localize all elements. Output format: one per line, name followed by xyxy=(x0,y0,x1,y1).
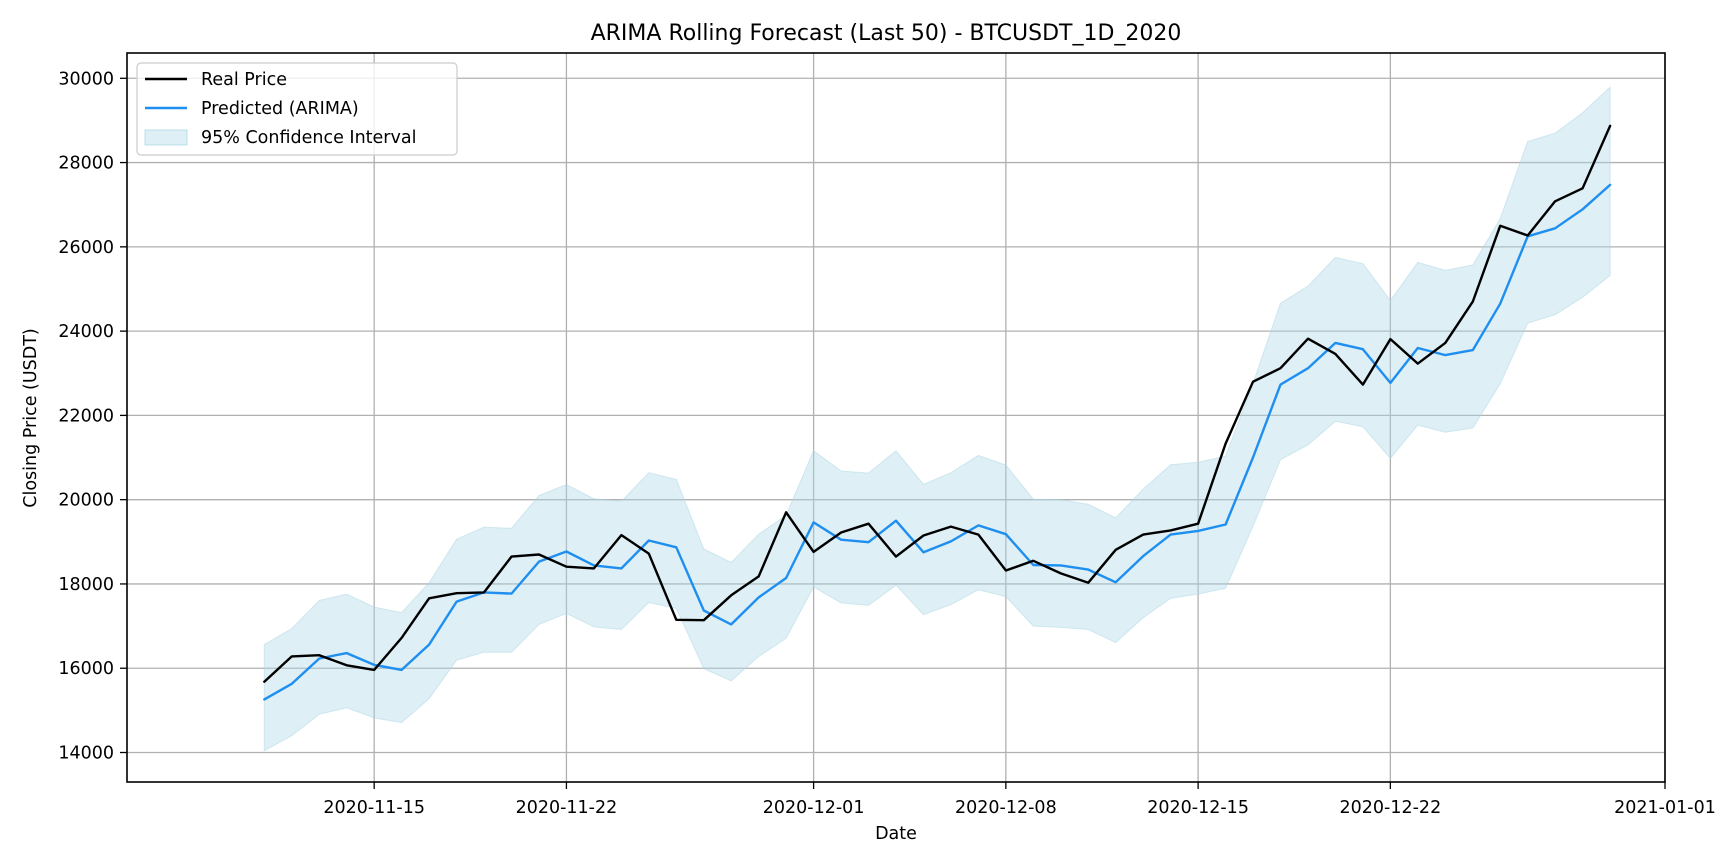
legend-label-predicted: Predicted (ARIMA) xyxy=(201,99,359,119)
y-tick-label: 18000 xyxy=(58,575,114,595)
y-tick-label: 14000 xyxy=(58,744,114,764)
legend-swatch-confidence xyxy=(144,129,188,146)
confidence-band-layer xyxy=(263,85,1611,752)
x-tick-label: 2020-12-22 xyxy=(1340,798,1442,818)
series-line-predicted-arima xyxy=(263,183,1612,701)
legend-box xyxy=(136,62,458,156)
legend-label-real-price: Real Price xyxy=(201,70,287,90)
x-tick-label: 2020-12-15 xyxy=(1147,798,1249,818)
confidence-interval-band xyxy=(263,85,1611,752)
x-tick-label: 2020-12-01 xyxy=(763,798,865,818)
x-tick-label: 2021-01-01 xyxy=(1614,798,1716,818)
x-tick-label: 2020-11-15 xyxy=(323,798,425,818)
y-tick-label: 16000 xyxy=(58,659,114,679)
y-tick-label: 28000 xyxy=(58,154,114,174)
series-line-real-price xyxy=(263,124,1612,683)
y-axis-label: Closing Price (USDT) xyxy=(21,328,41,508)
series-layer xyxy=(263,124,1612,701)
y-tick-label: 20000 xyxy=(58,491,114,511)
y-tick-label: 22000 xyxy=(58,406,114,426)
x-tick-label: 2020-11-22 xyxy=(516,798,618,818)
legend-label-confidence: 95% Confidence Interval xyxy=(201,128,416,148)
y-tick-label: 24000 xyxy=(58,322,114,342)
x-axis-ticks: 2020-11-15 2020-11-22 2020-12-01 2020-12-08… xyxy=(323,782,1716,818)
y-tick-label: 26000 xyxy=(58,238,114,258)
y-axis-ticks: 14000 16000 18000 20000 22000 24000 26000 28000… xyxy=(58,69,127,764)
y-tick-label: 30000 xyxy=(58,69,114,89)
x-tick-label: 2020-12-08 xyxy=(955,798,1057,818)
chart-title: ARIMA Rolling Forecast (Last 50) - BTCUS… xyxy=(591,21,1182,46)
grid-lines xyxy=(127,53,1666,782)
legend: Real Price Predicted (ARIMA) 95% Confide… xyxy=(136,62,458,156)
x-axis-label: Date xyxy=(875,824,917,844)
plot-area-frame xyxy=(126,52,1666,783)
